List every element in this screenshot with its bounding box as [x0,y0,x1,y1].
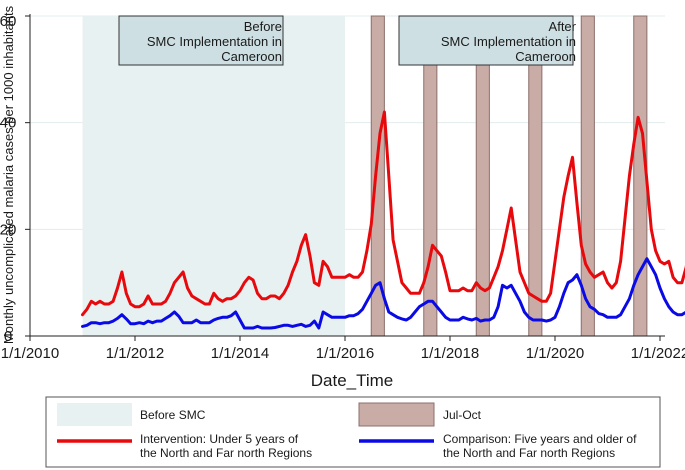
after-annotation: After SMC Implementation in Cameroon [398,15,577,66]
legend: Before SMC Jul-Oct Intervention: Under 5… [45,396,661,468]
before-annotation-line-1: Before [244,19,282,34]
x-tick-label-2012: 1/1/2012 [106,345,164,362]
x-tick-label-2010: 1/1/2010 [1,345,59,362]
legend-frame [45,396,661,468]
intervention-series-line [81,110,685,317]
legend-label-before-smc: Before SMC [140,408,206,422]
before-smc-region [82,16,345,336]
after-annotation-line-2: SMC Implementation in [441,34,576,49]
legend-label-comparison-line-1: Comparison: Five years and older of [443,432,637,446]
y-tick-label-40: 40 [0,115,16,132]
plot-area: Before SMC Implementation in Cameroon Af… [30,15,685,337]
before-smc-shading [82,16,345,336]
y-axis-title: Monthly uncomplicated malaria cases per … [1,5,16,344]
after-annotation-line-3: Cameroon [515,49,576,64]
jul-oct-band-6 [633,15,648,337]
x-tick-label-2020: 1/1/2020 [526,345,584,362]
series-lines [81,110,685,330]
x-tick-label-2022: 1/1/2022 [631,345,685,362]
x-tick-label-2014: 1/1/2014 [211,345,269,362]
y-tick-label-60: 60 [0,13,16,30]
comparison-series-line [81,257,685,330]
legend-swatch-jul-oct [358,402,435,427]
y-tick-label-20: 20 [0,221,16,238]
x-ticks: 1/1/2010 1/1/2012 1/1/2014 1/1/2016 1/1/2018… [1,336,685,362]
y-ticks: 0 20 40 60 [0,13,30,345]
before-annotation-line-3: Cameroon [221,49,282,64]
legend-label-jul-oct: Jul-Oct [443,408,482,422]
legend-label-intervention-line-2: the North and Far north Regions [140,446,312,460]
before-annotation: Before SMC Implementation in Cameroon [118,15,284,66]
x-tick-label-2018: 1/1/2018 [421,345,479,362]
legend-swatch-before-smc [57,403,132,426]
legend-label-intervention-line-1: Intervention: Under 5 years of [140,432,299,446]
y-tick-label-0: 0 [4,328,12,345]
x-axis-title: Date_Time [311,371,394,390]
before-annotation-line-2: SMC Implementation in [147,34,282,49]
axes: 0 20 40 60 1/1/2010 1/1/2012 1/1/2014 1/1/2016… [0,5,685,390]
legend-label-comparison-line-2: the North and Far north Regions [443,446,615,460]
after-annotation-line-1: After [549,19,577,34]
x-tick-label-2016: 1/1/2016 [316,345,374,362]
